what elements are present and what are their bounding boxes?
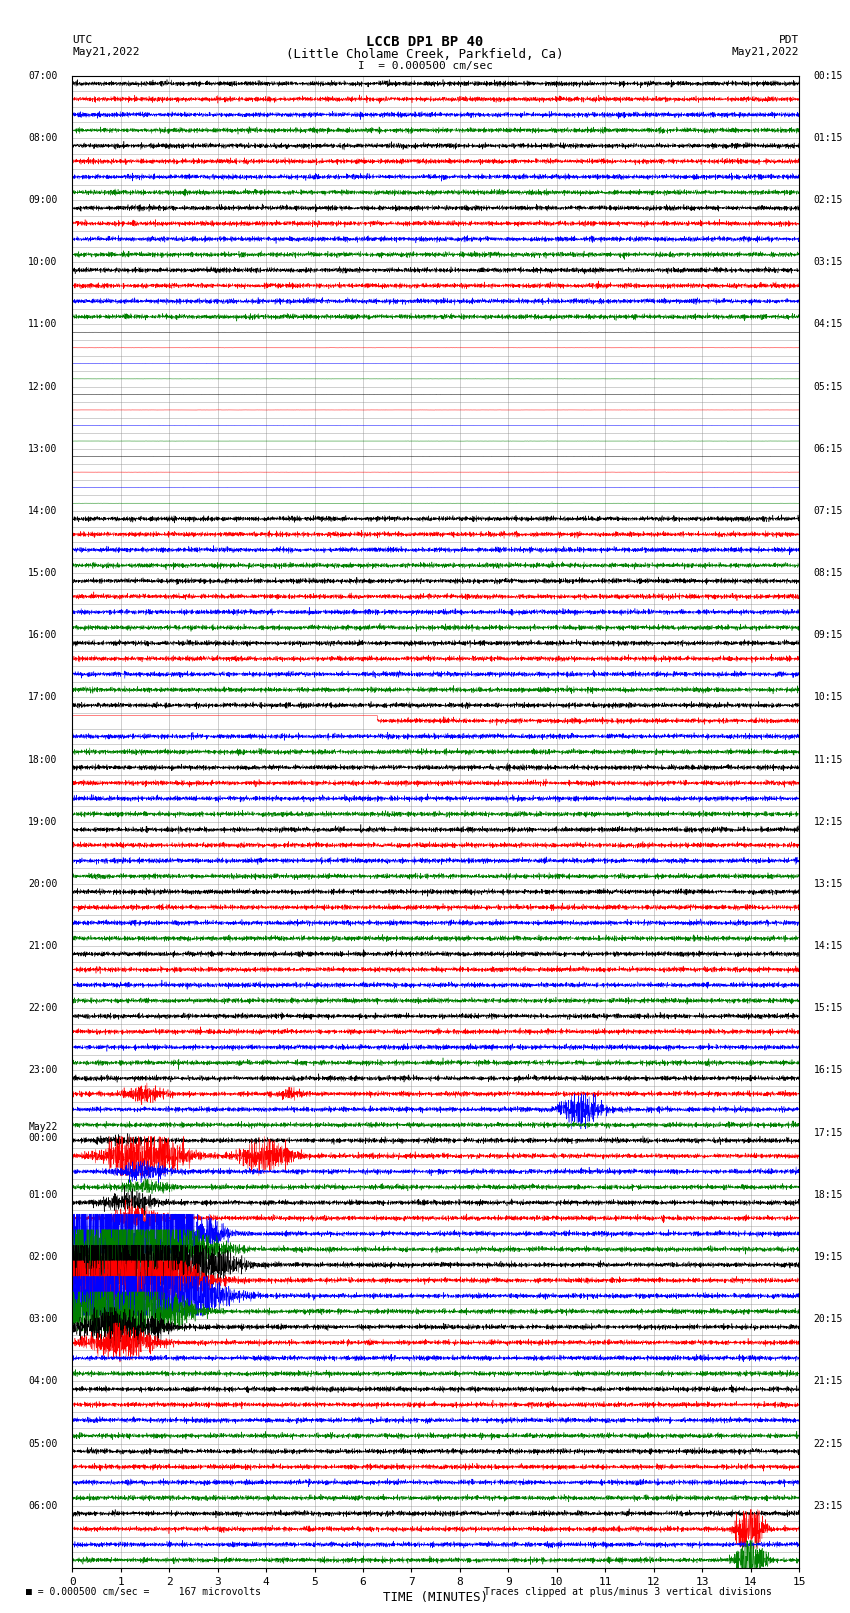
Text: UTC: UTC bbox=[72, 35, 93, 45]
Text: 01:00: 01:00 bbox=[28, 1190, 58, 1200]
Text: 08:00: 08:00 bbox=[28, 132, 58, 144]
Text: 12:15: 12:15 bbox=[813, 816, 843, 827]
Text: (Little Cholame Creek, Parkfield, Ca): (Little Cholame Creek, Parkfield, Ca) bbox=[286, 48, 564, 61]
Text: 07:00: 07:00 bbox=[28, 71, 58, 81]
Text: 09:00: 09:00 bbox=[28, 195, 58, 205]
Text: 18:00: 18:00 bbox=[28, 755, 58, 765]
Text: 13:00: 13:00 bbox=[28, 444, 58, 453]
Text: 19:15: 19:15 bbox=[813, 1252, 843, 1261]
Text: 05:00: 05:00 bbox=[28, 1439, 58, 1448]
Text: 21:00: 21:00 bbox=[28, 940, 58, 952]
Text: 19:00: 19:00 bbox=[28, 816, 58, 827]
Text: May21,2022: May21,2022 bbox=[732, 47, 799, 56]
Text: 10:00: 10:00 bbox=[28, 258, 58, 268]
Text: 06:00: 06:00 bbox=[28, 1500, 58, 1511]
Text: 22:00: 22:00 bbox=[28, 1003, 58, 1013]
Text: 04:00: 04:00 bbox=[28, 1376, 58, 1386]
Text: 02:15: 02:15 bbox=[813, 195, 843, 205]
Text: 08:15: 08:15 bbox=[813, 568, 843, 577]
Text: 12:00: 12:00 bbox=[28, 382, 58, 392]
Text: PDT: PDT bbox=[779, 35, 799, 45]
Text: 21:15: 21:15 bbox=[813, 1376, 843, 1386]
Text: ■ = 0.000500 cm/sec =     167 microvolts: ■ = 0.000500 cm/sec = 167 microvolts bbox=[26, 1587, 260, 1597]
Text: I  = 0.000500 cm/sec: I = 0.000500 cm/sec bbox=[358, 61, 492, 71]
Text: 01:15: 01:15 bbox=[813, 132, 843, 144]
Text: 18:15: 18:15 bbox=[813, 1190, 843, 1200]
Text: 16:00: 16:00 bbox=[28, 631, 58, 640]
Text: 14:00: 14:00 bbox=[28, 506, 58, 516]
Text: 03:00: 03:00 bbox=[28, 1315, 58, 1324]
Text: 06:15: 06:15 bbox=[813, 444, 843, 453]
Text: 23:15: 23:15 bbox=[813, 1500, 843, 1511]
Text: 20:15: 20:15 bbox=[813, 1315, 843, 1324]
Text: 07:15: 07:15 bbox=[813, 506, 843, 516]
Text: LCCB DP1 BP 40: LCCB DP1 BP 40 bbox=[366, 35, 484, 50]
Text: 09:15: 09:15 bbox=[813, 631, 843, 640]
Text: 14:15: 14:15 bbox=[813, 940, 843, 952]
Text: 13:15: 13:15 bbox=[813, 879, 843, 889]
Text: May22
00:00: May22 00:00 bbox=[28, 1123, 58, 1144]
Text: Traces clipped at plus/minus 3 vertical divisions: Traces clipped at plus/minus 3 vertical … bbox=[484, 1587, 773, 1597]
Text: May21,2022: May21,2022 bbox=[72, 47, 139, 56]
Text: 05:15: 05:15 bbox=[813, 382, 843, 392]
Text: 22:15: 22:15 bbox=[813, 1439, 843, 1448]
Text: 10:15: 10:15 bbox=[813, 692, 843, 703]
Text: 11:15: 11:15 bbox=[813, 755, 843, 765]
Text: 20:00: 20:00 bbox=[28, 879, 58, 889]
Text: 02:00: 02:00 bbox=[28, 1252, 58, 1261]
Text: 15:00: 15:00 bbox=[28, 568, 58, 577]
Text: 15:15: 15:15 bbox=[813, 1003, 843, 1013]
Text: 03:15: 03:15 bbox=[813, 258, 843, 268]
Text: 17:15: 17:15 bbox=[813, 1127, 843, 1137]
Text: 11:00: 11:00 bbox=[28, 319, 58, 329]
Text: 17:00: 17:00 bbox=[28, 692, 58, 703]
Text: 16:15: 16:15 bbox=[813, 1066, 843, 1076]
Text: 04:15: 04:15 bbox=[813, 319, 843, 329]
Text: 00:15: 00:15 bbox=[813, 71, 843, 81]
X-axis label: TIME (MINUTES): TIME (MINUTES) bbox=[383, 1590, 488, 1603]
Text: 23:00: 23:00 bbox=[28, 1066, 58, 1076]
